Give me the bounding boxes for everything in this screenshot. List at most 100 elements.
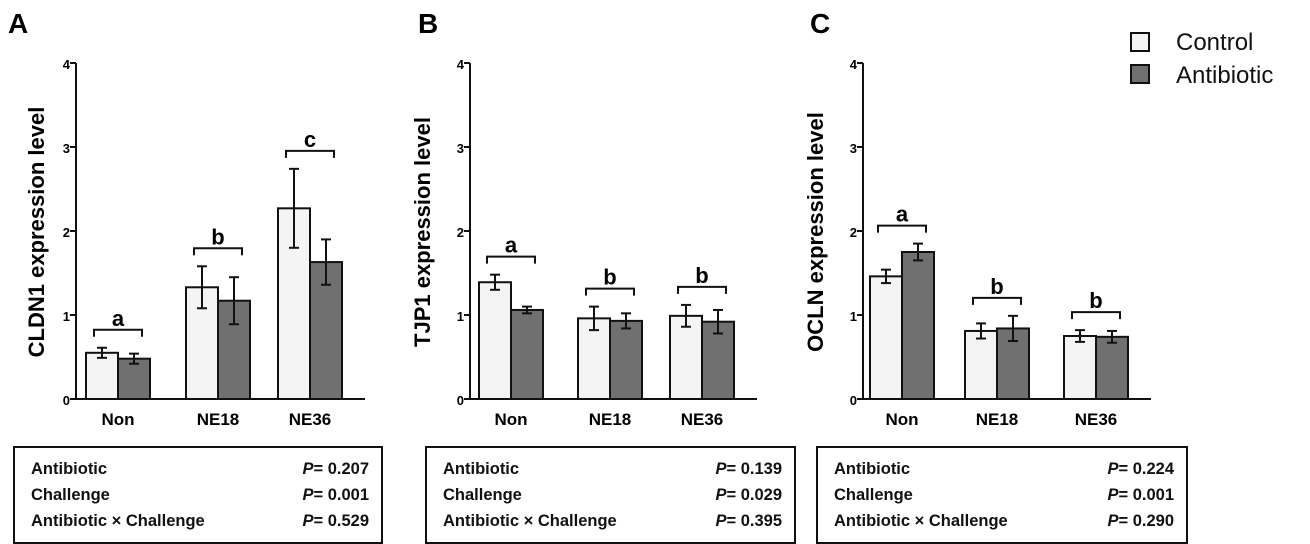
x-tick-label: Non: [885, 410, 918, 429]
stat-p-value: P= 0.001: [1107, 486, 1174, 504]
y-tick-label: 1: [457, 309, 464, 324]
p-value: 0.139: [740, 460, 782, 478]
stat-row: Challenge P= 0.001: [31, 482, 369, 508]
stat-row: Antibiotic × Challenge P= 0.290: [834, 508, 1174, 534]
legend-label-control: Control: [1176, 29, 1253, 56]
stat-label: Antibiotic × Challenge: [31, 512, 205, 530]
stat-p-value: P= 0.207: [302, 460, 369, 478]
panel-a-letters: a b c: [112, 127, 316, 331]
stats-box-c: Antibiotic P= 0.224 Challenge P= 0.001 A…: [816, 446, 1188, 544]
y-tick-label: 2: [850, 225, 857, 240]
bar-antibiotic-non: [901, 251, 935, 400]
panel-b: B TJP1 expression level 0 1 2 3 4 Non NE…: [410, 8, 757, 429]
p-value: 0.529: [327, 512, 369, 530]
panel-a-label: A: [8, 8, 28, 39]
significance-letter: a: [896, 202, 909, 227]
x-tick-label: NE18: [589, 410, 632, 429]
significance-letter: a: [112, 306, 125, 331]
p-value: 0.224: [1132, 460, 1174, 478]
stat-p-value: P= 0.139: [715, 460, 782, 478]
stat-p-value: P= 0.001: [302, 486, 369, 504]
significance-bracket: [877, 224, 927, 233]
stat-label: Antibiotic × Challenge: [834, 512, 1008, 530]
stat-row: Challenge P= 0.001: [834, 482, 1174, 508]
p-value: 0.029: [740, 486, 782, 504]
panel-a-x-ticks: Non NE18 NE36: [101, 410, 331, 429]
stats-box-a: Antibiotic P= 0.207 Challenge P= 0.001 A…: [13, 446, 383, 544]
stat-p-value: P= 0.529: [302, 512, 369, 530]
significance-letter: a: [505, 233, 518, 258]
bar-control-ne36: [669, 314, 703, 400]
bar-control-ne36: [1063, 335, 1097, 400]
significance-letter: b: [603, 265, 616, 290]
panel-c-x-ticks: Non NE18 NE36: [885, 410, 1117, 429]
y-tick-label: 3: [850, 141, 857, 156]
panel-c-ylabel: OCLN expression level: [803, 112, 828, 352]
stat-label: Antibiotic × Challenge: [443, 512, 617, 530]
significance-letter: b: [990, 274, 1003, 299]
x-tick-label: NE18: [197, 410, 240, 429]
p-value: 0.207: [327, 460, 369, 478]
bar-control-ne18: [577, 317, 611, 400]
stat-label: Antibiotic: [834, 460, 911, 478]
panel-c-y-ticks: 0 1 2 3 4: [850, 57, 858, 408]
panel-a-ylabel: CLDN1 expression level: [24, 107, 49, 358]
p-value: 0.395: [740, 512, 782, 530]
stat-p-value: P= 0.029: [715, 486, 782, 504]
bar-antibiotic-ne18: [996, 327, 1030, 400]
bar-antibiotic-non: [510, 308, 544, 400]
significance-letter: b: [211, 224, 224, 249]
y-tick-label: 3: [457, 141, 464, 156]
bar-antibiotic-ne18: [609, 319, 643, 401]
panel-b-x-ticks: Non NE18 NE36: [494, 410, 723, 429]
legend-swatch-antibiotic: [1130, 64, 1150, 84]
significance-letter: c: [304, 127, 316, 152]
panel-c: C OCLN expression level 0 1 2 3 4 Non NE…: [803, 8, 1151, 429]
panel-c-label: C: [810, 8, 830, 39]
legend-swatch-control: [1130, 32, 1150, 52]
panel-b-label: B: [418, 8, 438, 39]
bar-control-non: [85, 351, 119, 400]
p-value: 0.001: [327, 486, 369, 504]
y-tick-label: 2: [457, 225, 464, 240]
stat-label: Antibiotic: [443, 460, 520, 478]
stat-label: Challenge: [31, 486, 110, 504]
significance-bracket: [972, 296, 1022, 305]
stat-p-value: P= 0.395: [715, 512, 782, 530]
legend: Control Antibiotic: [1130, 29, 1273, 89]
stat-row: Antibiotic × Challenge P= 0.395: [443, 508, 782, 534]
significance-bracket: [193, 247, 243, 256]
stat-row: Challenge P= 0.029: [443, 482, 782, 508]
y-tick-label: 0: [850, 393, 857, 408]
stat-row: Antibiotic × Challenge P= 0.529: [31, 508, 369, 534]
bar-antibiotic-ne36: [701, 320, 735, 400]
x-tick-label: NE36: [1075, 410, 1118, 429]
y-tick-label: 4: [63, 57, 71, 72]
bar-control-ne18: [964, 329, 998, 400]
panel-b-letters: a b b: [505, 233, 709, 290]
panel-a-y-ticks: 0 1 2 3 4: [63, 57, 71, 408]
y-tick-label: 2: [63, 225, 70, 240]
y-tick-label: 4: [457, 57, 465, 72]
panel-a: A CLDN1 expression level 0 1 2 3 4 Non N…: [8, 8, 365, 429]
x-tick-label: Non: [494, 410, 527, 429]
stat-label: Challenge: [834, 486, 913, 504]
legend-label-antibiotic: Antibiotic: [1176, 62, 1273, 89]
significance-bracket: [677, 285, 727, 294]
stat-p-value: P= 0.224: [1107, 460, 1174, 478]
bar-control-non: [869, 275, 903, 400]
p-value: 0.001: [1132, 486, 1174, 504]
bar-control-non: [478, 281, 512, 400]
panel-b-ylabel: TJP1 expression level: [410, 117, 435, 347]
y-tick-label: 4: [850, 57, 858, 72]
stat-p-value: P= 0.290: [1107, 512, 1174, 530]
significance-bracket: [486, 255, 536, 264]
stat-row: Antibiotic P= 0.224: [834, 456, 1174, 482]
bar-antibiotic-ne36: [1095, 335, 1129, 400]
stats-box-b: Antibiotic P= 0.139 Challenge P= 0.029 A…: [425, 446, 796, 544]
x-tick-label: NE36: [681, 410, 724, 429]
x-tick-label: NE36: [289, 410, 332, 429]
significance-bracket: [93, 328, 143, 337]
significance-letter: b: [1089, 288, 1102, 313]
